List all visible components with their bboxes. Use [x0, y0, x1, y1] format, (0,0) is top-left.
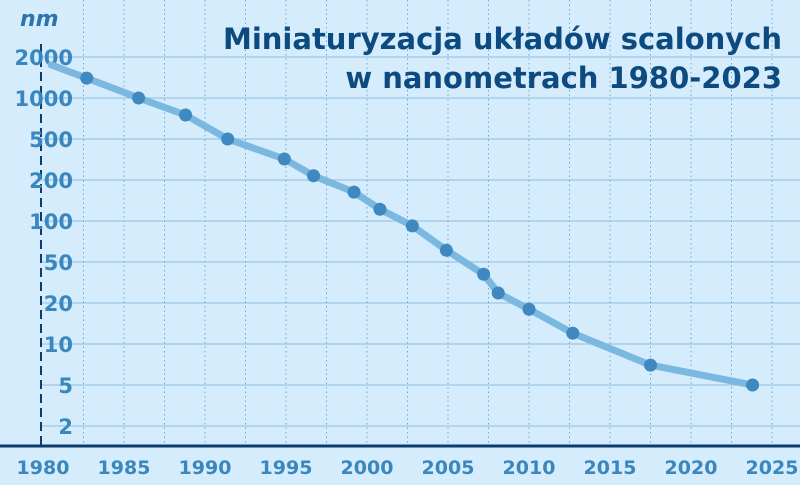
data-point [80, 71, 94, 85]
y-tick-label: 10 [44, 333, 73, 357]
data-point [477, 267, 491, 281]
y-tick-label: 2 [58, 415, 73, 439]
x-tick-label: 2015 [584, 457, 637, 479]
x-tick-label: 2010 [503, 457, 556, 479]
series-line [47, 61, 757, 389]
x-tick-label: 1990 [179, 457, 232, 479]
y-tick-label: 200 [29, 169, 73, 193]
grid [41, 0, 800, 446]
data-point [277, 152, 291, 166]
y-tick-label: 100 [29, 210, 73, 234]
x-tick-label: 2000 [341, 457, 394, 479]
data-point [347, 185, 361, 199]
y-tick-label: 50 [44, 251, 73, 275]
y-tick-label: 20 [44, 292, 73, 316]
x-tick-label: 2025 [746, 457, 799, 479]
axes [0, 44, 800, 448]
series [47, 61, 760, 392]
data-point [221, 132, 235, 146]
data-point [644, 358, 657, 372]
y-tick-label: 500 [29, 128, 73, 152]
chart-title-line-2: w nanometrach 1980-2023 [345, 61, 782, 95]
x-tick-label: 2020 [665, 457, 718, 479]
x-tick-label: 1985 [98, 457, 151, 479]
data-point [132, 91, 146, 105]
data-point [373, 202, 387, 216]
x-tick-label: 1980 [17, 457, 70, 479]
y-tick-label: 5 [58, 374, 73, 398]
y-axis-unit: nm [20, 7, 59, 32]
x-tick-labels: 1980 1985 1990 1995 2000 2005 2010 2015 2020 2025 [17, 457, 799, 479]
data-point [405, 219, 419, 233]
y-tick-label: 1000 [15, 87, 73, 111]
data-point [746, 378, 760, 392]
data-point [522, 302, 536, 316]
data-point [439, 243, 453, 257]
x-tick-label: 2005 [422, 457, 475, 479]
data-point [179, 108, 193, 122]
chart-title-line-1: Miniaturyzacja układów scalonych [223, 22, 782, 56]
data-point [491, 286, 505, 300]
data-point [307, 169, 321, 183]
data-point [566, 326, 580, 340]
x-tick-label: 1995 [260, 457, 313, 479]
